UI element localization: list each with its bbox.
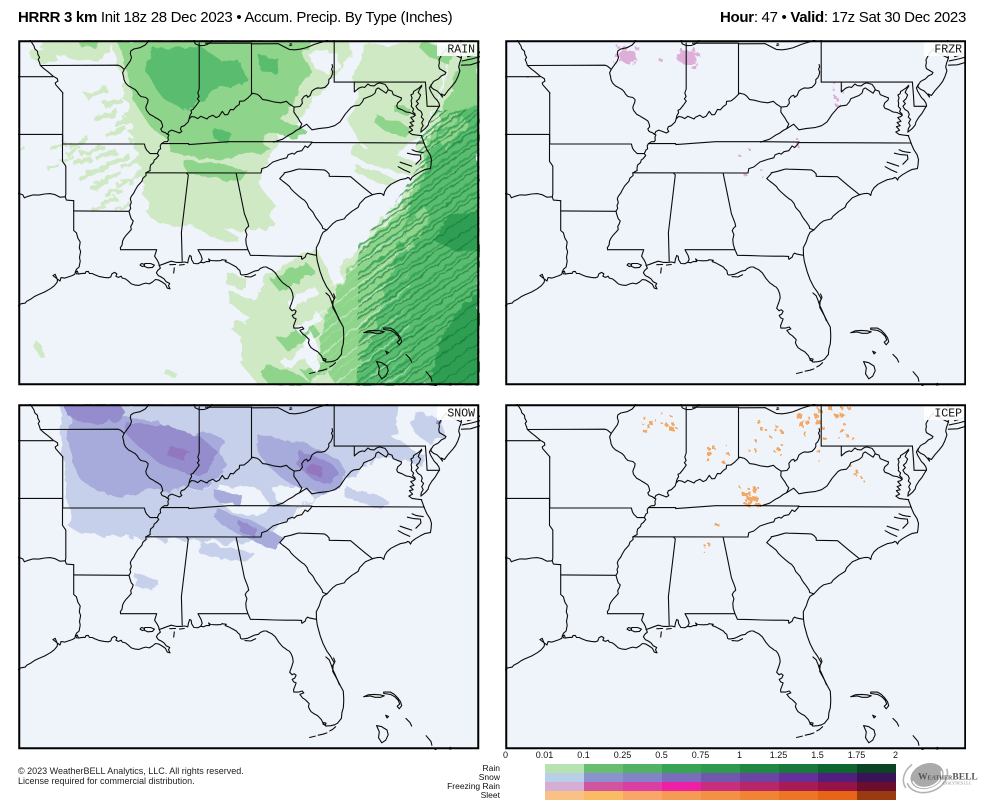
svg-text:ICEP: ICEP	[934, 408, 962, 421]
svg-text:ANALYTICS LLC: ANALYTICS LLC	[942, 782, 972, 786]
svg-text:SNOW: SNOW	[447, 408, 475, 421]
svg-text:RAIN: RAIN	[447, 44, 475, 57]
svg-text:FRZR: FRZR	[934, 44, 962, 57]
svg-text:WEATHERBELL: WEATHERBELL	[918, 773, 978, 783]
